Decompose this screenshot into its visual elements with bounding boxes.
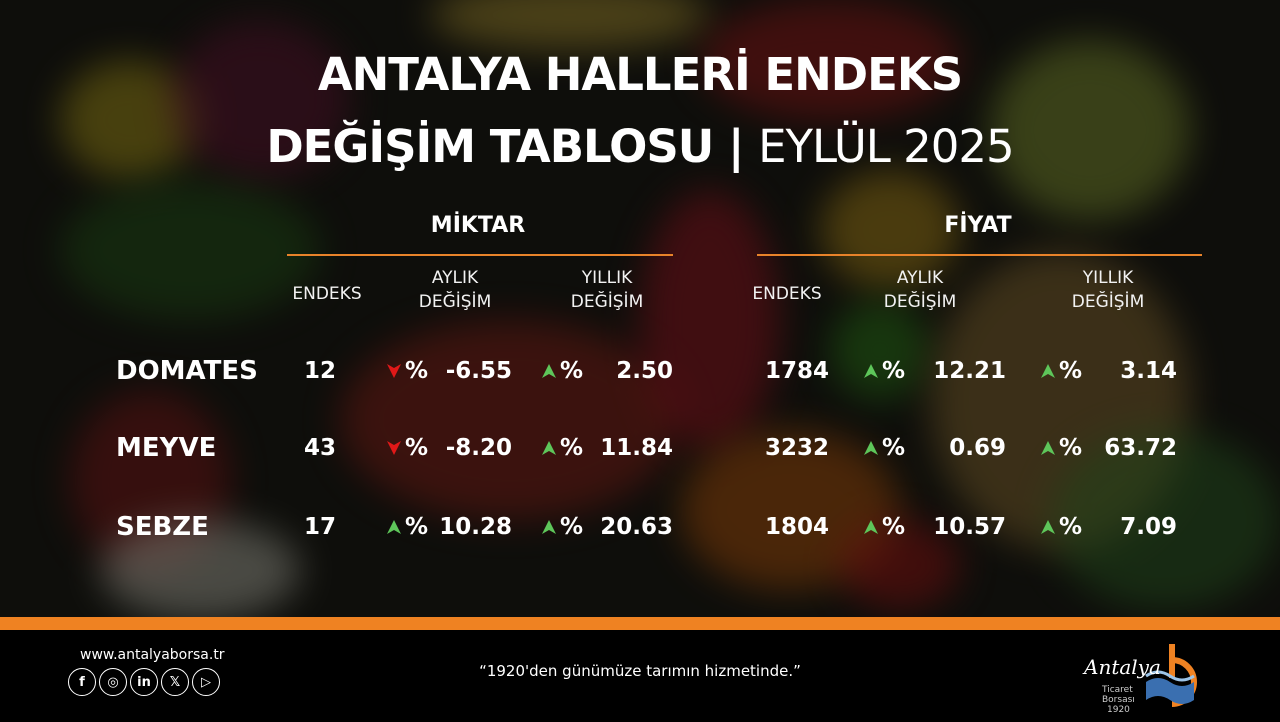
section-fiyat: FİYAT <box>944 213 1012 238</box>
arrow-up-icon <box>541 519 557 539</box>
svg-text:Ticaret: Ticaret <box>1101 685 1133 695</box>
percent-sign: % <box>560 435 584 461</box>
percent-sign: % <box>560 358 584 384</box>
fiyat-header-endeks: ENDEKS <box>752 284 822 304</box>
fiyat-endeks-value: 1804 <box>764 514 829 540</box>
miktar-aylik-value: -8.20 <box>445 435 512 461</box>
section-miktar: MİKTAR <box>430 213 526 238</box>
social-icons: f ◎ in 𝕏 ▷ <box>68 668 223 696</box>
title-line-2: DEĞİŞİM TABLOSU | EYLÜL 2025 <box>0 120 1280 173</box>
fiyat-aylik-value: 12.21 <box>933 358 1006 384</box>
fiyat-endeks-value: 1784 <box>764 358 829 384</box>
row-label: MEYVE <box>116 433 217 463</box>
arrow-up-icon <box>386 519 402 539</box>
background-photo <box>0 0 1280 617</box>
fiyat-endeks-value: 3232 <box>764 435 829 461</box>
fiyat-yillik-value: 3.14 <box>1120 358 1177 384</box>
arrow-up-icon <box>1040 440 1056 460</box>
miktar-endeks-value: 17 <box>303 514 336 540</box>
arrow-down-icon <box>386 440 402 460</box>
miktar-aylik-value: 10.28 <box>439 514 512 540</box>
miktar-endeks-value: 43 <box>303 435 336 461</box>
arrow-up-icon <box>541 440 557 460</box>
miktar-yillik-value: 11.84 <box>600 435 673 461</box>
row-label: DOMATES <box>116 356 258 386</box>
arrow-up-icon <box>1040 519 1056 539</box>
linkedin-icon[interactable]: in <box>130 668 158 696</box>
youtube-icon[interactable]: ▷ <box>192 668 220 696</box>
arrow-up-icon <box>1040 363 1056 383</box>
percent-sign: % <box>882 358 906 384</box>
percent-sign: % <box>1059 358 1083 384</box>
arrow-up-icon <box>541 363 557 383</box>
title-line-1: ANTALYA HALLERİ ENDEKS <box>317 48 963 101</box>
miktar-yillik-value: 2.50 <box>616 358 673 384</box>
title-main: DEĞİŞİM TABLOSU | <box>266 120 744 173</box>
miktar-header-yillik: YILLIK <box>581 268 633 288</box>
fiyat-aylik-value: 0.69 <box>949 435 1006 461</box>
fiyat-header-yillik: YILLIK <box>1082 268 1134 288</box>
footer-quote: “1920'den günümüze tarımın hizmetinde.” <box>479 662 801 680</box>
fiyat-yillik-value: 63.72 <box>1104 435 1177 461</box>
svg-text:Borsası: Borsası <box>1102 695 1135 705</box>
arrow-up-icon <box>863 440 879 460</box>
fiyat-header-yillik-2: DEĞİŞİM <box>1071 292 1145 312</box>
miktar-endeks-value: 12 <box>303 358 336 384</box>
miktar-header-aylik-2: DEĞİŞİM <box>418 292 492 312</box>
percent-sign: % <box>882 435 906 461</box>
arrow-down-icon <box>386 363 402 383</box>
antalya-borsa-logo: Antalya Ticaret Borsası 1920 <box>1080 638 1220 718</box>
percent-sign: % <box>882 514 906 540</box>
fiyat-aylik-value: 10.57 <box>933 514 1006 540</box>
fiyat-header-aylik-2: DEĞİŞİM <box>883 292 957 312</box>
svg-text:1920: 1920 <box>1107 705 1130 715</box>
miktar-header-endeks: ENDEKS <box>292 284 362 304</box>
miktar-yillik-value: 20.63 <box>600 514 673 540</box>
x-icon[interactable]: 𝕏 <box>161 668 189 696</box>
percent-sign: % <box>405 514 429 540</box>
footer: www.antalyaborsa.tr f ◎ in 𝕏 ▷ “1920'den gün… <box>0 630 1280 720</box>
percent-sign: % <box>1059 514 1083 540</box>
arrow-up-icon <box>863 363 879 383</box>
website-link[interactable]: www.antalyaborsa.tr <box>80 647 225 663</box>
fiyat-header-aylik: AYLIK <box>896 268 944 288</box>
instagram-icon[interactable]: ◎ <box>99 668 127 696</box>
facebook-icon[interactable]: f <box>68 668 96 696</box>
percent-sign: % <box>405 358 429 384</box>
miktar-header-yillik-2: DEĞİŞİM <box>570 292 644 312</box>
percent-sign: % <box>560 514 584 540</box>
miktar-header-aylik: AYLIK <box>431 268 479 288</box>
miktar-divider <box>287 254 673 256</box>
percent-sign: % <box>1059 435 1083 461</box>
percent-sign: % <box>405 435 429 461</box>
title-period: EYLÜL 2025 <box>758 120 1015 173</box>
arrow-up-icon <box>863 519 879 539</box>
row-label: SEBZE <box>116 512 209 542</box>
orange-band <box>0 617 1280 630</box>
miktar-aylik-value: -6.55 <box>445 358 512 384</box>
fiyat-divider <box>757 254 1202 256</box>
svg-text:Antalya: Antalya <box>1082 655 1161 679</box>
fiyat-yillik-value: 7.09 <box>1120 514 1177 540</box>
